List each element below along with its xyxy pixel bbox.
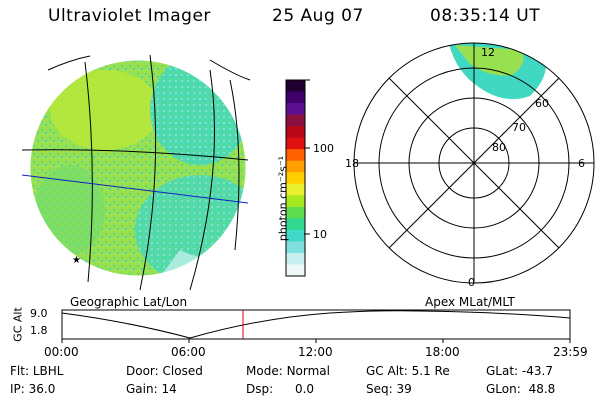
colorbar-band	[286, 252, 305, 265]
mlat-80-label: 80	[492, 141, 506, 154]
colorbar-band	[286, 241, 305, 254]
flt-label: Flt:	[10, 364, 29, 378]
sun-glyph: ★	[72, 255, 81, 266]
mlt-6-label: 6	[578, 157, 585, 170]
door-label: Door:	[126, 364, 159, 378]
mlat-60-label: 60	[535, 97, 549, 110]
date-label: 25 Aug 07	[272, 6, 364, 26]
dsp-status: Dsp: 0.0	[246, 382, 314, 396]
glon-status: GLon: 48.8	[486, 382, 555, 396]
colorbar-tick-100: 100	[313, 142, 334, 155]
mlt-12-label: 12	[481, 46, 495, 59]
colorbar-band	[286, 91, 305, 104]
colorbar-band	[286, 195, 305, 208]
gcalt-value: 5.1 Re	[411, 364, 450, 378]
mlat-70-label: 70	[512, 121, 526, 134]
seq-value: 39	[396, 382, 412, 396]
colorbar-band	[286, 160, 305, 173]
ip-status: IP: 36.0	[10, 382, 55, 396]
colorbar-band	[286, 137, 305, 150]
gain-status: Gain: 14	[126, 382, 177, 396]
gcalt-status: GC Alt: 5.1 Re	[366, 364, 450, 378]
mode-status: Mode: Normal	[246, 364, 330, 378]
dsp-value: 0.0	[294, 382, 315, 396]
ip-label: IP:	[10, 382, 25, 396]
glat-status: GLat: -43.7	[486, 364, 553, 378]
colorbar-band	[286, 206, 305, 219]
colorbar-band	[286, 103, 305, 116]
timeline-xtick-4: 23:59	[553, 345, 588, 359]
colorbar-band	[286, 114, 305, 127]
mode-value: Normal	[286, 364, 330, 378]
gcalt-label: GC Alt:	[366, 364, 408, 378]
door-status: Door: Closed	[126, 364, 203, 378]
dsp-label: Dsp:	[246, 382, 274, 396]
seq-status: Seq: 39	[366, 382, 412, 396]
glat-value: -43.7	[521, 364, 553, 378]
colorbar-tick-10: 10	[313, 228, 327, 241]
colorbar-band	[286, 80, 305, 93]
apex-caption: Apex MLat/MLT	[425, 295, 515, 309]
door-value: Closed	[162, 364, 203, 378]
colorbar-band	[286, 172, 305, 185]
colorbar-band	[286, 264, 305, 277]
timeline-xtick-1: 06:00	[171, 345, 206, 359]
flt-value: LBHL	[32, 364, 64, 378]
glat-label: GLat:	[486, 364, 519, 378]
colorbar-band	[286, 126, 305, 139]
geographic-caption: Geographic Lat/Lon	[70, 295, 188, 309]
flt-status: Flt: LBHL	[10, 364, 63, 378]
timeline-ytick-low: 1.8	[30, 324, 48, 337]
colorbar-band	[286, 229, 305, 242]
timeline-xtick-3: 18:00	[425, 345, 460, 359]
mlt-0-label: 0	[468, 276, 475, 289]
mlt-18-label: 18	[345, 157, 359, 170]
mode-label: Mode:	[246, 364, 283, 378]
ip-value: 36.0	[28, 382, 56, 396]
colorbar-band	[286, 149, 305, 162]
gain-label: Gain:	[126, 382, 158, 396]
glon-label: GLon:	[486, 382, 521, 396]
glon-value: 48.8	[528, 382, 556, 396]
timeline-ytick-high: 9.0	[30, 307, 48, 320]
instrument-title: Ultraviolet Imager	[48, 6, 211, 26]
time-label: 08:35:14 UT	[430, 6, 541, 26]
gain-value: 14	[161, 382, 177, 396]
timeline-xtick-2: 12:00	[298, 345, 333, 359]
timeline-ylabel: GC Alt	[11, 307, 25, 342]
timeline-xtick-0: 00:00	[44, 345, 79, 359]
colorbar-band	[286, 183, 305, 196]
colorbar-band	[286, 218, 305, 231]
seq-label: Seq:	[366, 382, 393, 396]
